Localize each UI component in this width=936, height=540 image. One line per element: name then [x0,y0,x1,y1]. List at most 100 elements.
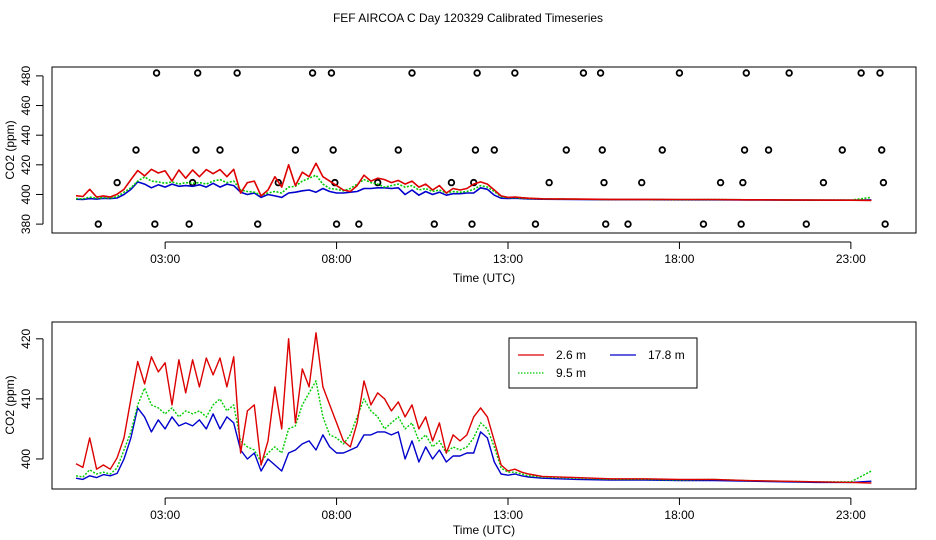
calibration-point [600,178,608,187]
bottom-series-17-8m [75,407,872,484]
calibration-point [658,146,666,154]
top-panel: 03:00 08:00 13:00 18:00 23:00 380 400 420 440 46… [3,66,917,285]
calibration-point [332,220,341,228]
legend: 2.6 m 17.8 m 9.5 m [508,337,698,389]
calibration-point [308,69,317,77]
calibration-point [857,69,865,77]
bottom-y-axis-label: CO2 (ppm) [3,375,17,434]
legend-label-9-5m: 9.5 m [556,366,586,380]
calibration-point [194,69,202,77]
calibration-point [468,220,476,228]
top-calibration-points [75,69,889,228]
figure-title: FEF AIRCOA C Day 120329 Calibrated Times… [333,11,603,25]
top-x-tick-label: 18:00 [664,252,694,266]
calibration-point [254,220,262,228]
calibration-point [447,178,456,187]
calibration-point [699,220,708,228]
calibration-point [511,69,519,77]
calibration-point [374,178,382,187]
bottom-y-tick-label: 410 [19,389,33,409]
calibration-point [531,220,540,228]
bottom-x-tick-label: 18:00 [664,508,694,522]
calibration-point [329,146,337,154]
top-x-tick-label: 23:00 [836,252,866,266]
bottom-x-axis: 03:00 08:00 13:00 18:00 23:00 [150,497,866,522]
calibration-point [291,146,300,154]
calibration-point [876,69,884,77]
bottom-x-axis-label: Time (UTC) [453,523,515,537]
calibration-point [624,220,632,228]
calibration-point [327,69,336,77]
calibration-point [638,178,646,187]
calibration-point [430,220,438,228]
top-x-tick-label: 08:00 [322,252,352,266]
legend-label-17-8m: 17.8 m [648,348,685,362]
calibration-point [545,178,553,187]
bottom-y-tick-label: 420 [19,328,33,348]
bottom-x-tick-label: 03:00 [150,508,180,522]
calibration-point [151,220,159,228]
calibration-point [764,146,773,154]
calibration-point [355,220,363,228]
legend-box [508,337,698,389]
calibration-point [878,146,886,154]
bottom-x-tick-label: 23:00 [836,508,866,522]
calibration-point [233,69,241,77]
bottom-y-axis: 400 410 420 [19,328,44,469]
bottom-x-tick-label: 13:00 [493,508,523,522]
calibration-point [716,178,725,187]
top-x-axis-label: Time (UTC) [453,271,515,285]
bottom-series-lines [75,332,872,484]
calibration-point [737,220,745,228]
top-y-tick-label: 480 [19,66,33,86]
calibration-point [113,178,121,187]
top-series-2-6m [75,162,872,202]
calibration-point [132,146,140,154]
top-y-tick-label: 420 [19,154,33,174]
top-y-tick-label: 440 [19,125,33,145]
bottom-y-tick-label: 400 [19,449,33,469]
calibration-point [408,69,416,77]
top-y-axis-label: CO2 (ppm) [3,120,17,179]
calibration-point [838,146,846,154]
calibration-point [274,178,282,187]
top-plot-frame [51,66,917,234]
bottom-plot-frame [51,321,917,490]
calibration-point [562,146,570,154]
top-x-tick-label: 03:00 [150,252,180,266]
legend-label-2-6m: 2.6 m [556,348,586,362]
calibration-point [742,69,750,77]
top-y-tick-label: 460 [19,95,33,115]
bottom-series-9-5m [75,380,872,483]
bottom-panel: 03:00 08:00 13:00 18:00 23:00 400 410 420 Time… [3,321,917,537]
calibration-point [881,220,889,228]
calibration-point [785,69,793,77]
top-x-axis: 03:00 08:00 13:00 18:00 23:00 [150,241,866,266]
calibration-point [471,146,480,154]
calibration-point [579,69,588,77]
calibration-point [879,178,888,187]
calibration-point [473,69,481,77]
calibration-point [94,220,102,228]
calibration-point [598,146,606,154]
calibration-point [216,146,224,154]
bottom-x-tick-label: 08:00 [322,508,352,522]
bottom-series-2-6m [75,332,872,484]
calibration-point [596,69,605,77]
calibration-point [602,220,610,228]
calibration-point [192,146,200,154]
top-y-axis: 380 400 420 440 460 480 [19,66,44,234]
calibration-point [394,146,402,154]
calibration-point [740,146,749,154]
top-y-tick-label: 400 [19,184,33,204]
calibration-point [739,178,747,187]
calibration-point [819,178,828,187]
calibration-point [675,69,684,77]
calibration-point [490,146,498,154]
calibration-point [185,220,193,228]
calibration-point [152,69,161,77]
top-y-tick-label: 380 [19,214,33,234]
top-x-tick-label: 13:00 [493,252,523,266]
calibration-point [802,220,810,228]
